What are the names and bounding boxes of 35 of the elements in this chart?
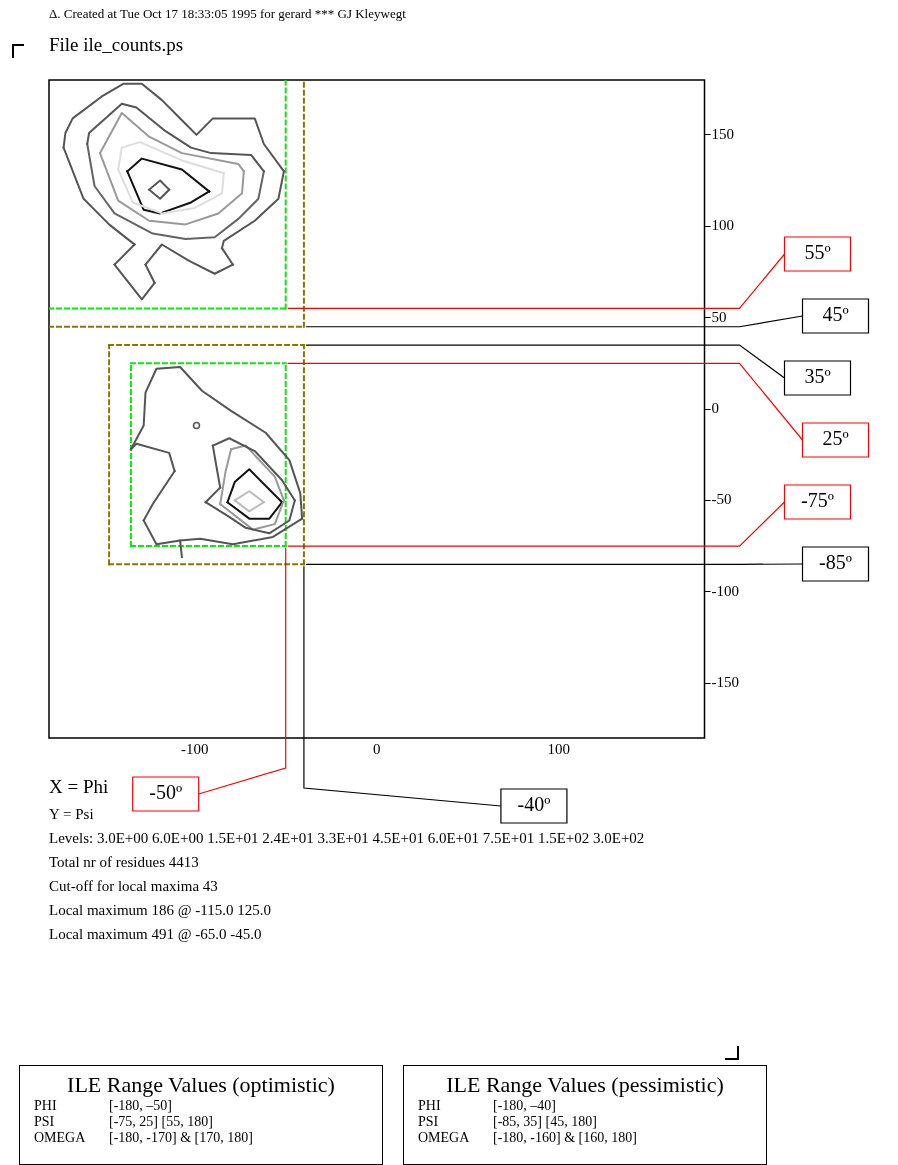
ref-line-label: 35º [804,365,831,388]
text: PSI [-85, 35] [45, 180] [418,1114,597,1129]
text: OMEGA [-180, -160] & [160, 180] [418,1130,637,1145]
ref-line-label: 55º [804,241,831,264]
ref-line-label: -85º [819,551,852,574]
ref-line-label: -75º [801,489,834,512]
y-tick-label: 50 [711,308,727,325]
text: Total nr of residues 4413 [49,854,199,871]
text: OMEGA [-180, -170] & [170, 180] [34,1130,253,1145]
y-tick-label: 0 [711,399,719,416]
text: Y = Psi [49,806,94,823]
y-tick-label: -50 [711,491,732,508]
x-tick-label: 100 [547,740,571,757]
ref-line-label: -40º [517,793,551,816]
text: PHI [-180, –50] [34,1098,172,1113]
text: ILE Range Values (optimistic) [66,1072,336,1098]
ref-line-label: -50º [149,781,183,804]
text: Local maximum 491 @ -65.0 -45.0 [49,926,262,943]
text: ILE Range Values (pessimistic) [445,1072,725,1098]
text: Cut-off for local maxima 43 [49,878,218,895]
text: PSI [-75, 25] [55, 180] [34,1114,213,1129]
x-axis-title: X = Phi [49,776,109,798]
chart-title: File ile_counts.ps [49,34,184,56]
y-tick-label: 100 [711,217,734,234]
x-tick-label: 0 [373,740,381,757]
ref-line-label: 45º [822,303,849,326]
x-tick-label: -100 [180,740,209,757]
y-tick-label: -100 [711,582,739,599]
y-tick-label: 150 [711,125,734,142]
text: PHI [-180, –40] [418,1098,556,1113]
y-tick-label: -150 [711,674,739,691]
ref-line-label: 25º [822,427,849,450]
text: Local maximum 186 @ -115.0 125.0 [49,902,271,919]
text: Levels: 3.0E+00 6.0E+00 1.5E+01 2.4E+01 3.3E+01 4.5E+01 6.0E+01 7.5E+01 1.5E+02 3.0E+02 [49,830,645,847]
chart-subtitle: Δ. Created at Tue Oct 17 18:33:05 1995 for gerard *** GJ Kleywegt [49,6,406,22]
